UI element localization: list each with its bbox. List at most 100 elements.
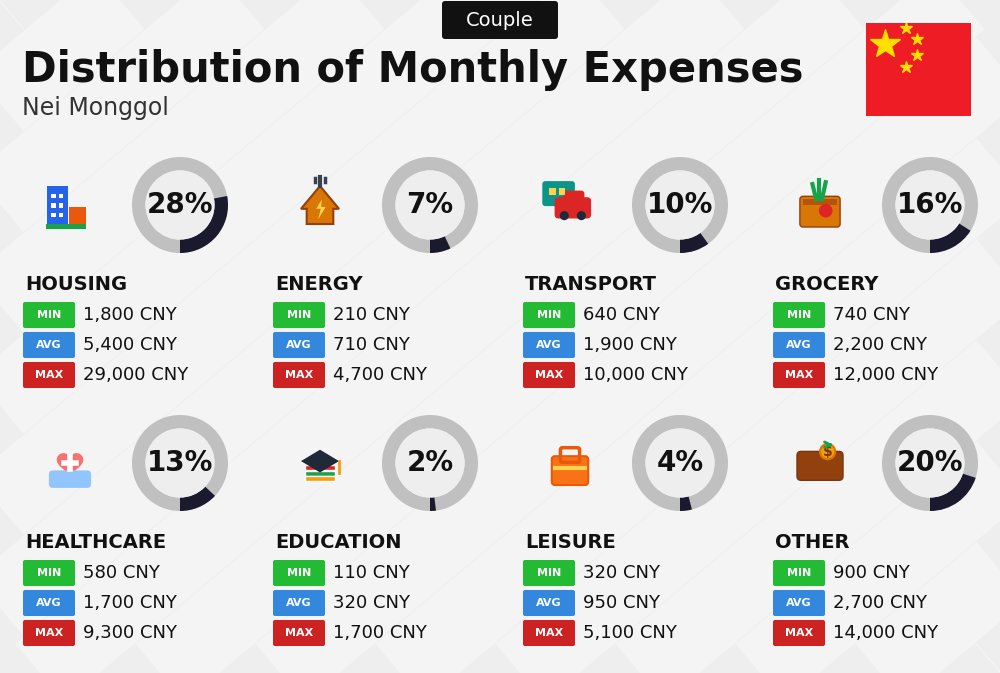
Text: HOUSING: HOUSING [25, 275, 127, 295]
Circle shape [895, 170, 965, 240]
Wedge shape [882, 415, 978, 511]
FancyBboxPatch shape [442, 1, 558, 39]
Text: 13%: 13% [147, 449, 213, 477]
FancyBboxPatch shape [773, 560, 825, 586]
FancyBboxPatch shape [523, 302, 575, 328]
Bar [803, 199, 837, 205]
Text: 1,900 CNY: 1,900 CNY [583, 336, 677, 354]
Text: 4%: 4% [656, 449, 704, 477]
FancyBboxPatch shape [23, 560, 75, 586]
Text: 1,800 CNY: 1,800 CNY [83, 306, 177, 324]
FancyBboxPatch shape [523, 590, 575, 616]
Polygon shape [301, 186, 339, 224]
Text: AVG: AVG [786, 598, 812, 608]
Text: LEISURE: LEISURE [525, 534, 616, 553]
Wedge shape [632, 415, 728, 511]
Text: MAX: MAX [285, 628, 313, 638]
Bar [47, 186, 68, 224]
FancyBboxPatch shape [800, 197, 840, 227]
Text: AVG: AVG [536, 598, 562, 608]
Text: Couple: Couple [466, 11, 534, 30]
FancyBboxPatch shape [273, 332, 325, 358]
Text: MIN: MIN [37, 310, 61, 320]
Bar [59, 194, 63, 198]
Text: 28%: 28% [147, 191, 213, 219]
Text: 640 CNY: 640 CNY [583, 306, 660, 324]
FancyBboxPatch shape [273, 590, 325, 616]
Text: ENERGY: ENERGY [275, 275, 363, 295]
Text: AVG: AVG [286, 598, 312, 608]
Text: TRANSPORT: TRANSPORT [525, 275, 657, 295]
Wedge shape [180, 196, 228, 253]
Polygon shape [57, 453, 83, 477]
FancyBboxPatch shape [773, 362, 825, 388]
FancyBboxPatch shape [542, 181, 575, 206]
Text: 740 CNY: 740 CNY [833, 306, 910, 324]
Text: $: $ [823, 445, 832, 458]
Wedge shape [382, 415, 478, 511]
Text: 16%: 16% [897, 191, 963, 219]
Text: MAX: MAX [285, 370, 313, 380]
Text: MAX: MAX [535, 628, 563, 638]
Text: MIN: MIN [787, 568, 811, 578]
Text: 710 CNY: 710 CNY [333, 336, 410, 354]
Wedge shape [680, 497, 692, 511]
Text: 12,000 CNY: 12,000 CNY [833, 366, 938, 384]
FancyBboxPatch shape [563, 190, 584, 206]
Text: 29,000 CNY: 29,000 CNY [83, 366, 188, 384]
Circle shape [560, 211, 569, 220]
Wedge shape [430, 497, 436, 511]
Bar [305, 470, 335, 476]
Text: MIN: MIN [537, 310, 561, 320]
Text: 5,400 CNY: 5,400 CNY [83, 336, 177, 354]
Text: MAX: MAX [35, 370, 63, 380]
FancyBboxPatch shape [773, 332, 825, 358]
FancyBboxPatch shape [49, 470, 91, 488]
Text: MIN: MIN [37, 568, 61, 578]
Text: 2,200 CNY: 2,200 CNY [833, 336, 927, 354]
Wedge shape [930, 474, 976, 511]
Wedge shape [632, 157, 728, 253]
FancyBboxPatch shape [773, 590, 825, 616]
Text: 4,700 CNY: 4,700 CNY [333, 366, 427, 384]
Circle shape [645, 170, 715, 240]
FancyBboxPatch shape [23, 332, 75, 358]
Text: EDUCATION: EDUCATION [275, 534, 402, 553]
Wedge shape [132, 415, 228, 511]
Bar [549, 188, 556, 195]
FancyBboxPatch shape [773, 302, 825, 328]
FancyBboxPatch shape [23, 620, 75, 646]
FancyBboxPatch shape [273, 620, 325, 646]
Text: Nei Monggol: Nei Monggol [22, 96, 169, 120]
Text: Distribution of Monthly Expenses: Distribution of Monthly Expenses [22, 49, 804, 91]
FancyBboxPatch shape [523, 332, 575, 358]
Text: MIN: MIN [537, 568, 561, 578]
Circle shape [645, 429, 715, 497]
Text: HEALTHCARE: HEALTHCARE [25, 534, 166, 553]
Text: MAX: MAX [785, 628, 813, 638]
Circle shape [820, 444, 835, 459]
FancyBboxPatch shape [555, 197, 591, 219]
FancyBboxPatch shape [23, 590, 75, 616]
Text: AVG: AVG [786, 340, 812, 350]
Wedge shape [930, 223, 971, 253]
Text: 950 CNY: 950 CNY [583, 594, 660, 612]
FancyBboxPatch shape [797, 452, 843, 481]
Text: MIN: MIN [287, 568, 311, 578]
Text: 320 CNY: 320 CNY [333, 594, 410, 612]
Text: 5,100 CNY: 5,100 CNY [583, 624, 677, 642]
Text: OTHER: OTHER [775, 534, 850, 553]
Bar [51, 203, 56, 208]
Text: MIN: MIN [787, 310, 811, 320]
Wedge shape [382, 157, 478, 253]
FancyBboxPatch shape [23, 302, 75, 328]
Text: 7%: 7% [406, 191, 454, 219]
Wedge shape [680, 233, 708, 253]
Bar [305, 465, 335, 470]
Text: AVG: AVG [36, 340, 62, 350]
Text: GROCERY: GROCERY [775, 275, 878, 295]
Text: MIN: MIN [287, 310, 311, 320]
FancyBboxPatch shape [523, 560, 575, 586]
Text: MAX: MAX [535, 370, 563, 380]
FancyBboxPatch shape [773, 620, 825, 646]
